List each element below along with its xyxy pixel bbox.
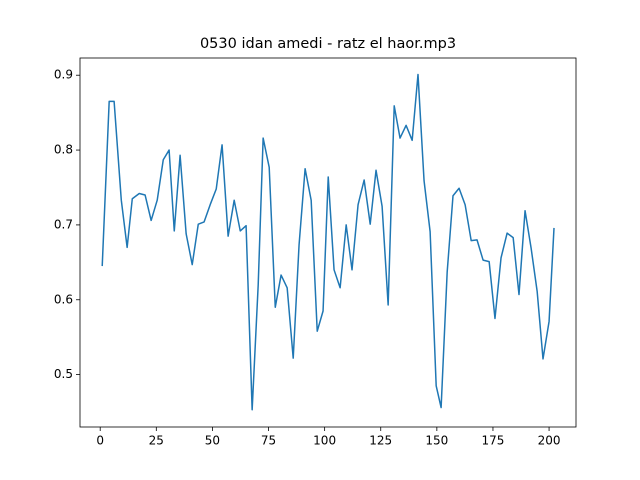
plot-frame [79, 57, 577, 428]
y-tick-label: 0.6 [54, 292, 73, 306]
x-tick-label: 50 [205, 434, 220, 448]
y-tick-label: 0.5 [54, 367, 73, 381]
y-tick-label: 0.9 [54, 68, 73, 82]
x-tick-label: 175 [482, 434, 505, 448]
data-line [101, 73, 555, 411]
x-tick-label: 0 [96, 434, 104, 448]
y-tick-label: 0.8 [54, 143, 73, 157]
x-tick-label: 25 [149, 434, 164, 448]
x-tick-label: 75 [261, 434, 276, 448]
y-tick-label: 0.7 [54, 217, 73, 231]
x-tick-label: 150 [425, 434, 448, 448]
x-tick-label: 125 [369, 434, 392, 448]
chart-title: 0530 idan amedi - ratz el haor.mp3 [200, 36, 456, 52]
x-tick-label: 200 [538, 434, 561, 448]
x-tick-label: 100 [313, 434, 336, 448]
